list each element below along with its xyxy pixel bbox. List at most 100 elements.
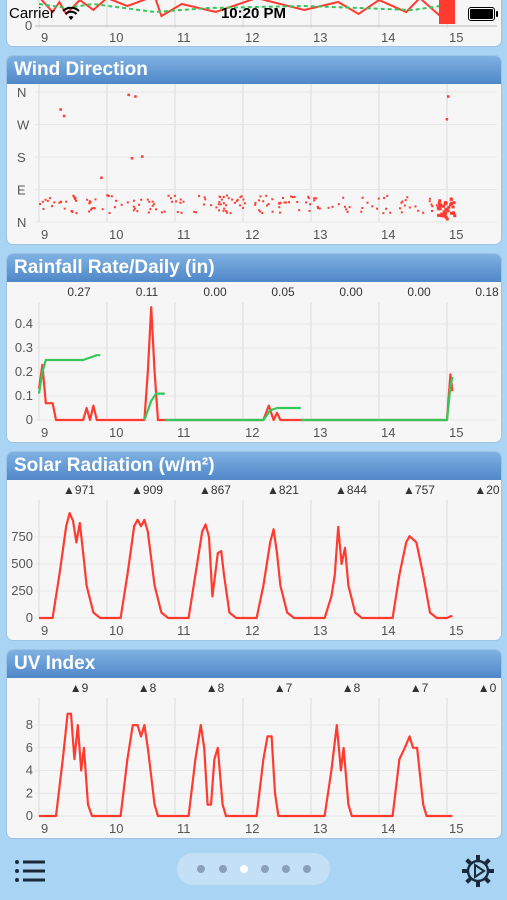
wind-point [428, 197, 431, 200]
wind-point [422, 211, 425, 214]
wind-point [151, 204, 154, 207]
y-tick-label: E [17, 183, 26, 198]
wind-point [147, 211, 150, 214]
wind-point [298, 209, 301, 212]
y-tick-label: 4 [26, 763, 33, 778]
battery-icon [468, 7, 498, 21]
y-tick-label: W [17, 118, 30, 133]
wind-point [46, 199, 49, 202]
wind-point [431, 210, 434, 213]
wind-point [449, 197, 453, 201]
page-dot[interactable] [261, 865, 269, 873]
x-tick-label: 10 [109, 30, 123, 45]
wind-point [318, 207, 321, 210]
x-tick-label: 14 [381, 623, 395, 638]
daily-value-label: 0.00 [203, 285, 227, 299]
wind-point [126, 201, 129, 204]
wind-point [278, 206, 281, 209]
page-dot[interactable] [282, 865, 290, 873]
list-icon[interactable] [14, 858, 46, 884]
wind-point [449, 203, 453, 207]
wind-point [240, 195, 243, 198]
wind-point [271, 210, 274, 213]
wind-point [219, 203, 222, 206]
wind-point [100, 176, 103, 179]
x-tick-label: 10 [109, 623, 123, 638]
wind-point [148, 200, 151, 203]
wind-point [259, 210, 262, 213]
x-tick-label: 9 [41, 227, 48, 242]
y-tick-label: 0 [26, 808, 33, 823]
wind-point [41, 200, 44, 203]
wind-point [198, 194, 201, 197]
y-tick-label: S [17, 150, 26, 165]
wind-point [404, 199, 407, 202]
wind-point [179, 201, 182, 204]
wind-point [385, 207, 388, 210]
rainfall-chart[interactable]: 0 0.1 0.2 0.3 0.4 0.27 0.11 0.00 0.05 0.00 0.00 0.1… [7, 282, 501, 442]
wind-point [279, 201, 282, 204]
wind-point [453, 214, 457, 218]
wind-point [120, 203, 123, 206]
x-tick-label: 15 [449, 30, 463, 45]
wind-point [44, 198, 47, 201]
wind-point [146, 198, 149, 201]
wind-point [108, 211, 111, 214]
solar-radiation-chart[interactable]: 0 250 500 750 ▲971 ▲909 ▲867 ▲821 ▲844 ▲757 ▲20 9 10… [7, 480, 501, 640]
wind-point [382, 212, 385, 215]
wind-point [435, 204, 438, 207]
daily-value-label: ▲821 [267, 483, 299, 497]
wind-point [204, 198, 207, 201]
wind-point [151, 200, 154, 203]
wind-point [88, 210, 91, 213]
wind-point [342, 196, 345, 199]
wind-point [114, 206, 117, 209]
page-dot-active[interactable] [240, 865, 248, 873]
wind-point [371, 205, 374, 208]
wind-point [107, 194, 110, 197]
gear-icon[interactable] [460, 853, 496, 889]
page-dot[interactable] [303, 865, 311, 873]
daily-value-label: ▲8 [138, 681, 157, 695]
wind-point [307, 195, 310, 198]
wind-point [327, 206, 330, 209]
x-tick-label: 9 [41, 30, 48, 45]
wind-point [438, 203, 442, 207]
wind-point [450, 211, 454, 215]
x-tick-label: 12 [245, 821, 259, 836]
series-line [143, 392, 165, 421]
wind-point [290, 195, 293, 198]
page-dot[interactable] [219, 865, 227, 873]
wind-point [63, 207, 66, 210]
page-dot[interactable] [197, 865, 205, 873]
series-line [39, 511, 453, 620]
x-tick-label: 14 [381, 30, 395, 45]
x-tick-label: 9 [41, 623, 48, 638]
wind-point [59, 200, 62, 203]
wind-point [316, 205, 319, 208]
x-tick-label: 10 [109, 425, 123, 440]
wind-point [140, 198, 143, 201]
wind-point [227, 197, 230, 200]
wind-point [348, 206, 351, 209]
wind-point [447, 95, 450, 98]
wind-point [408, 206, 411, 209]
wind-point [400, 211, 403, 214]
wind-point [132, 209, 135, 212]
wind-point [176, 211, 179, 214]
wind-point [203, 196, 206, 199]
daily-value-label: ▲7 [410, 681, 429, 695]
daily-value-label: 0.00 [407, 285, 431, 299]
wind-point [53, 201, 56, 204]
wind-direction-panel: Wind Direction N W S E N 9 10 11 12 13 14 15 [7, 56, 501, 244]
status-time: 10:20 PM [220, 5, 287, 22]
wind-point [360, 210, 363, 213]
series-line [37, 306, 454, 422]
wind-point [266, 204, 269, 207]
page-indicator[interactable] [177, 853, 330, 885]
wind-point [279, 211, 282, 214]
wind-point [403, 204, 406, 207]
uv-index-chart[interactable]: 0 2 4 6 8 ▲9 ▲8 ▲8 ▲7 ▲8 ▲7 ▲0 9 10 11 12 13 14 15 [7, 678, 501, 838]
wind-point [443, 202, 447, 206]
